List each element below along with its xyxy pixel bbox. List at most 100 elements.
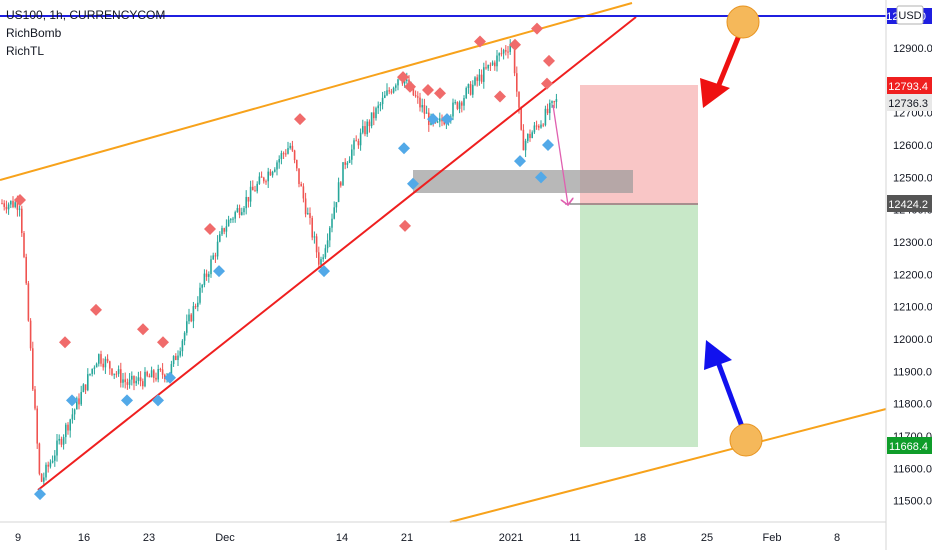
candle-body	[142, 381, 144, 387]
red-annotation-arrow	[700, 27, 745, 108]
candle-body	[12, 200, 14, 208]
sell-signal-marker[interactable]	[543, 54, 555, 67]
candle-body	[254, 190, 256, 192]
candle-body	[311, 217, 313, 238]
buy-signal-marker[interactable]	[514, 155, 526, 168]
candle-body	[194, 306, 197, 308]
candle-body	[348, 159, 351, 163]
candle-body	[186, 321, 188, 333]
candle-body	[120, 369, 122, 383]
sell-signal-marker[interactable]	[399, 219, 411, 232]
candle-body	[509, 44, 511, 52]
price-tick-label: 11500.0	[893, 496, 932, 508]
candle-body	[351, 149, 353, 160]
candle-body	[289, 145, 291, 149]
buy-signal-marker[interactable]	[407, 177, 419, 190]
candle-body	[342, 162, 344, 186]
price-tick-label: 12200.0	[893, 269, 932, 281]
candle-body	[390, 91, 393, 93]
time-tick-label: 9	[15, 532, 21, 544]
candle-body	[386, 90, 388, 96]
candle-body	[179, 351, 181, 356]
candle-body	[265, 181, 267, 183]
sell-signal-marker[interactable]	[90, 303, 102, 316]
candle-body	[472, 84, 474, 95]
sell-signal-marker[interactable]	[294, 113, 306, 126]
buy-signal-marker[interactable]	[542, 138, 554, 151]
candle-body	[304, 198, 307, 215]
support-zone[interactable]	[413, 170, 633, 193]
buy-signal-marker[interactable]	[398, 142, 410, 155]
sell-signal-marker[interactable]	[59, 336, 71, 349]
currency-selector[interactable]: USD	[896, 5, 924, 25]
buy-signal-marker[interactable]	[441, 113, 453, 126]
sell-signal-marker[interactable]	[541, 77, 553, 90]
candle-body	[397, 79, 399, 86]
candle-body	[483, 67, 485, 82]
candle-body	[538, 125, 540, 128]
candle-body	[102, 363, 104, 368]
indicator-richtl-label[interactable]: RichTL	[6, 44, 45, 58]
candle-body	[320, 259, 322, 265]
svg-text:12793.4: 12793.4	[888, 81, 928, 93]
candle-body	[155, 377, 157, 380]
buy-signal-marker[interactable]	[121, 394, 133, 407]
price-tick-label: 12500.0	[893, 172, 932, 184]
candle-body	[232, 218, 234, 220]
upper-channel-line[interactable]	[0, 2, 633, 181]
indicator-richbomb-label[interactable]: RichBomb	[6, 26, 62, 40]
candle-body	[340, 182, 342, 186]
candle-body	[496, 55, 498, 67]
svg-text:12424.2: 12424.2	[888, 199, 928, 211]
lower-channel-line[interactable]	[449, 408, 887, 523]
buy-signal-marker[interactable]	[164, 371, 176, 384]
candle-body	[425, 112, 428, 114]
rising-trend-line[interactable]	[37, 16, 637, 491]
price-tick-label: 11900.0	[893, 366, 932, 378]
sell-signal-marker[interactable]	[434, 87, 446, 100]
buy-signal-marker[interactable]	[152, 394, 164, 407]
candle-body	[247, 196, 250, 202]
buy-signal-marker[interactable]	[535, 171, 547, 184]
sell-signal-marker[interactable]	[137, 323, 149, 336]
time-axis[interactable]: 9 16 23 Dec 14 21 2021 11 18 25 Feb 8	[15, 532, 840, 544]
sell-signal-marker[interactable]	[509, 38, 521, 51]
sell-signal-marker[interactable]	[157, 336, 169, 349]
buy-signal-marker[interactable]	[427, 113, 439, 126]
candle-body	[298, 168, 300, 185]
candle-body	[467, 84, 470, 89]
sell-signal-marker[interactable]	[422, 84, 434, 97]
candle-body	[403, 80, 406, 84]
candle-body	[355, 140, 357, 142]
take-profit-zone[interactable]	[580, 205, 698, 447]
candle-body	[280, 153, 283, 159]
candle-body	[210, 259, 212, 275]
candle-body	[474, 77, 476, 85]
symbol-title[interactable]: US100, 1h, CURRENCYCOM	[6, 8, 166, 22]
time-tick-label: 25	[701, 532, 713, 544]
sell-signal-marker[interactable]	[397, 71, 409, 84]
candle-body	[381, 97, 384, 105]
candle-body	[278, 159, 280, 163]
candle-body	[527, 133, 529, 141]
candle-body	[269, 171, 272, 176]
candle-body	[60, 438, 63, 445]
buy-signal-marker[interactable]	[213, 265, 225, 278]
candle-body	[463, 98, 465, 106]
candle-body	[113, 373, 115, 375]
sell-signal-marker[interactable]	[204, 223, 216, 236]
price-axis[interactable]: 12900.012800.012700.012600.012500.012400…	[893, 43, 932, 508]
buy-signal-marker[interactable]	[318, 265, 330, 278]
candle-body	[392, 87, 395, 93]
sell-signal-marker[interactable]	[494, 90, 506, 103]
candle-body	[150, 370, 153, 378]
candle-body	[38, 443, 41, 474]
sell-signal-marker[interactable]	[474, 35, 486, 48]
sell-signal-marker[interactable]	[531, 22, 543, 35]
buy-signal-marker[interactable]	[66, 394, 78, 407]
buy-signal-marker[interactable]	[34, 488, 46, 501]
sell-signal-marker[interactable]	[404, 80, 416, 93]
sell-signal-marker[interactable]	[14, 193, 26, 206]
candle-body	[223, 228, 225, 232]
